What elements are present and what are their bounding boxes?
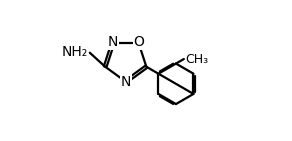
Text: NH₂: NH₂ <box>62 45 88 59</box>
Text: CH₃: CH₃ <box>185 53 208 66</box>
Text: N: N <box>121 75 131 89</box>
Text: O: O <box>133 35 144 49</box>
Text: N: N <box>107 35 118 49</box>
